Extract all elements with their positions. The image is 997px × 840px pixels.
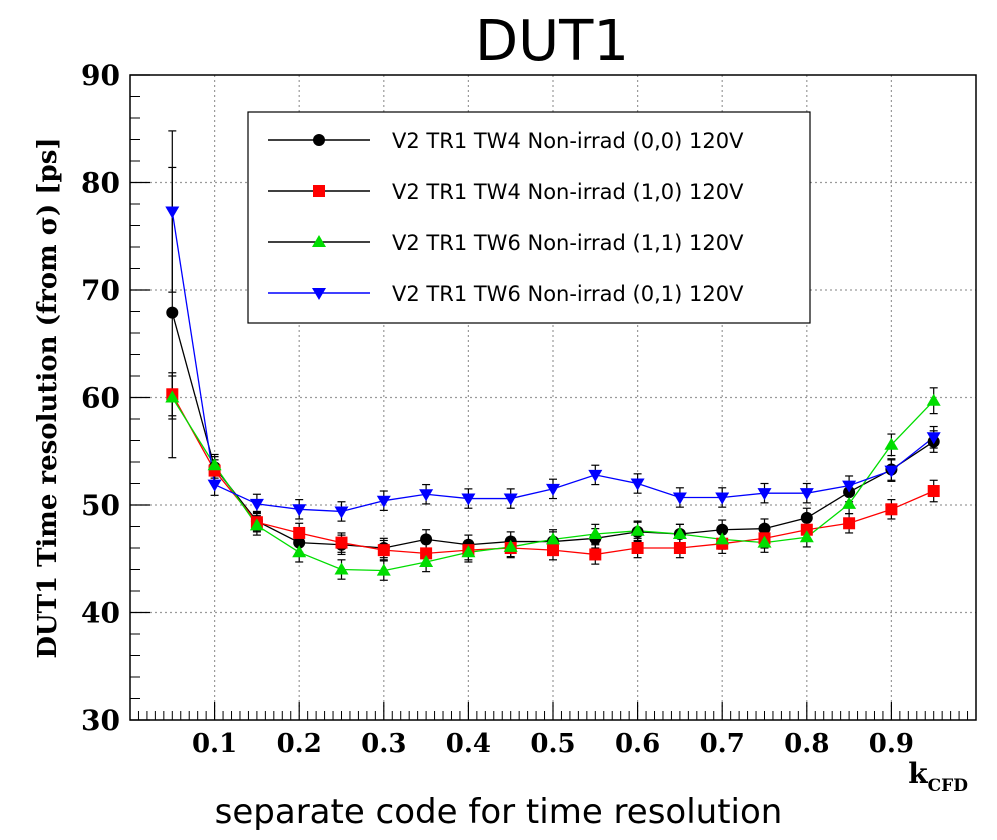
data-point: [249, 518, 264, 531]
data-point: [715, 492, 730, 505]
legend-label: V2 TR1 TW4 Non-irrad (1,0) 120V: [392, 180, 744, 204]
data-point: [799, 488, 814, 501]
data-point: [630, 478, 645, 491]
data-point: [546, 483, 560, 496]
x-axis-label: kCFD: [908, 757, 968, 796]
data-point: [249, 498, 264, 511]
y-tick-label: 80: [81, 167, 120, 200]
data-point: [420, 533, 433, 546]
y-tick-label: 50: [81, 489, 120, 522]
data-point: [547, 544, 559, 557]
data-point: [800, 511, 813, 524]
data-point: [503, 493, 518, 506]
x-axis-label-subscript: CFD: [928, 776, 969, 796]
data-point: [419, 554, 434, 567]
data-markers: [165, 206, 941, 576]
legend-label: V2 TR1 TW6 Non-irrad (0,1) 120V: [392, 282, 744, 306]
x-tick-label: 0.9: [869, 729, 914, 759]
y-tick-label: 70: [81, 274, 120, 307]
data-point: [843, 517, 856, 530]
data-point: [630, 523, 645, 536]
data-point: [377, 544, 390, 557]
data-point: [313, 134, 325, 146]
caption: separate code for time resolution: [214, 792, 783, 832]
data-point: [165, 206, 180, 219]
data-point: [334, 562, 349, 575]
chart-title: DUT1: [475, 9, 629, 74]
data-point: [589, 548, 602, 561]
data-point: [293, 536, 306, 549]
x-tick-label: 0.2: [277, 729, 322, 759]
data-point: [842, 480, 857, 493]
data-point: [503, 539, 518, 552]
y-tick-labels: 30 40 50 60 70 80 90: [81, 59, 120, 737]
data-point: [546, 532, 560, 545]
data-point: [312, 288, 326, 300]
data-point: [376, 563, 391, 576]
x-tick-label: 0.8: [784, 729, 829, 759]
axis-ticks: [130, 74, 969, 721]
y-tick-label: 40: [81, 597, 120, 630]
data-point: [927, 485, 940, 498]
data-point: [588, 469, 603, 482]
data-point: [207, 458, 222, 471]
data-point: [926, 432, 941, 445]
y-tick-label: 90: [81, 59, 120, 92]
data-point: [884, 465, 899, 478]
x-tick-label: 0.3: [361, 729, 406, 759]
data-point: [292, 545, 307, 558]
y-tick-label: 30: [81, 704, 120, 737]
data-point: [885, 503, 898, 516]
data-point: [334, 506, 349, 519]
data-point: [631, 542, 644, 554]
x-tick-label: 0.4: [446, 729, 491, 759]
x-tick-label: 0.1: [192, 729, 237, 759]
data-point: [313, 185, 325, 197]
data-point: [420, 547, 433, 560]
data-point: [884, 437, 899, 450]
data-point: [842, 496, 857, 509]
data-point: [293, 526, 306, 539]
data-point: [419, 489, 434, 502]
data-point: [461, 545, 476, 558]
data-point: [166, 306, 179, 319]
y-tick-label: 60: [81, 382, 120, 415]
data-point: [588, 527, 603, 540]
data-point: [207, 479, 222, 492]
data-point: [758, 522, 771, 535]
data-point: [715, 532, 730, 545]
legend: V2 TR1 TW4 Non-irrad (0,0) 120V V2 TR1 TW…: [247, 111, 811, 324]
data-point: [165, 390, 180, 403]
x-tick-label: 0.5: [530, 729, 575, 759]
data-point: [716, 523, 729, 536]
y-axis-label: DUT1 Time resolution (from σ) [ps]: [33, 137, 63, 658]
x-axis-label-main: k: [908, 757, 928, 790]
data-point: [672, 492, 687, 505]
data-point: [673, 542, 686, 554]
data-point: [800, 523, 813, 536]
legend-label: V2 TR1 TW6 Non-irrad (1,1) 120V: [392, 231, 744, 255]
data-point: [292, 504, 307, 517]
data-point: [312, 235, 326, 247]
legend-box: [247, 111, 811, 324]
data-point: [799, 530, 814, 543]
x-tick-labels: 0.1 0.2 0.3 0.4 0.5 0.6 0.7 0.8 0.9: [192, 729, 914, 759]
data-point: [757, 535, 772, 548]
data-point: [672, 527, 687, 540]
data-point: [926, 393, 941, 406]
legend-label: V2 TR1 TW4 Non-irrad (0,0) 120V: [392, 129, 744, 153]
data-point: [376, 495, 391, 508]
x-tick-label: 0.7: [700, 729, 745, 759]
data-point: [757, 488, 772, 501]
data-point: [461, 493, 476, 506]
x-tick-label: 0.6: [615, 729, 660, 759]
data-point: [335, 536, 348, 549]
